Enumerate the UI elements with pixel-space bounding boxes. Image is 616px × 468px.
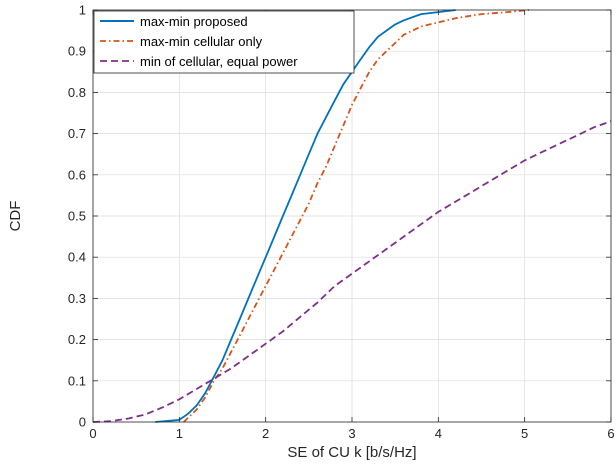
y-axis-label: CDF xyxy=(7,201,24,232)
y-tick-label: 0.6 xyxy=(68,167,86,182)
series-line-max-min-proposed xyxy=(155,9,456,423)
y-tick-label: 0.3 xyxy=(68,291,86,306)
y-tick-label: 0.2 xyxy=(68,332,86,347)
x-axis-label: SE of CU k [b/s/Hz] xyxy=(287,444,416,461)
y-tick-label: 0.4 xyxy=(68,250,86,265)
y-tick-label: 0.9 xyxy=(68,44,86,59)
x-tick-label: 4 xyxy=(435,426,442,441)
x-tick-label: 0 xyxy=(89,426,96,441)
y-tick-label: 0.7 xyxy=(68,126,86,141)
y-tick-label: 0.8 xyxy=(68,85,86,100)
legend-box xyxy=(93,10,355,74)
legend-label-min-of-cellular-equal-power: min of cellular, equal power xyxy=(140,54,298,69)
legend-label-max-min-cellular-only: max-min cellular only xyxy=(140,34,263,49)
tick-labels: 0 1 2 3 4 5 6 0 0.1 0.2 0.3 0.4 0.5 0.6 0.7 0.8 0.9 1 xyxy=(68,3,615,442)
x-tick-label: 2 xyxy=(262,426,269,441)
series-line-max-min-cellular-only xyxy=(183,9,530,423)
y-tick-label: 0.5 xyxy=(68,209,86,224)
legend: max-min proposed max-min cellular only m… xyxy=(93,10,355,74)
y-tick-label: 0 xyxy=(79,415,86,430)
series-layer xyxy=(92,9,612,423)
series-line-min-of-cellular-equal-power xyxy=(92,120,612,423)
y-tick-label: 1 xyxy=(79,3,86,18)
x-tick-label: 5 xyxy=(521,426,528,441)
y-tick-label: 0.1 xyxy=(68,373,86,388)
x-tick-label: 6 xyxy=(607,426,614,441)
x-tick-label: 3 xyxy=(348,426,355,441)
x-tick-label: 1 xyxy=(176,426,183,441)
legend-label-max-min-proposed: max-min proposed xyxy=(140,14,248,29)
